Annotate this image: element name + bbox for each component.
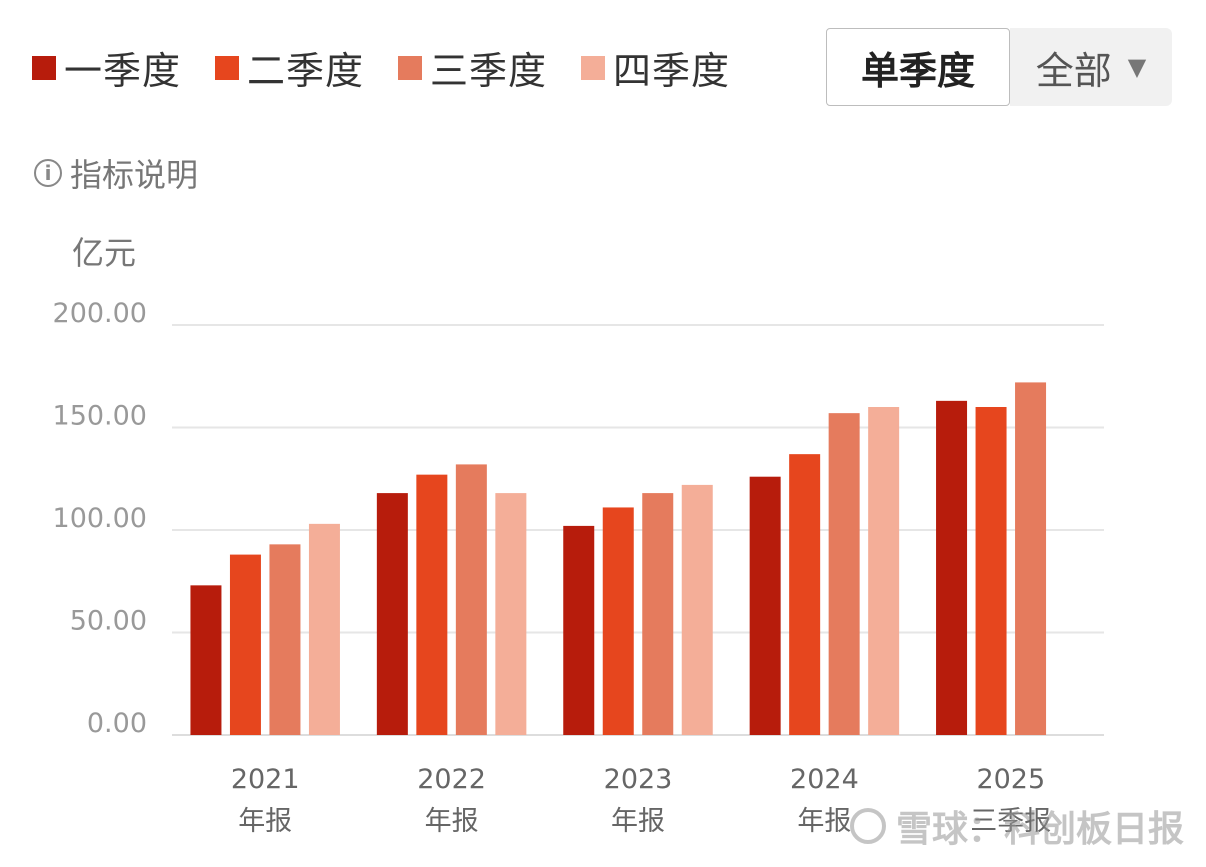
legend-label-q2: 二季度 (247, 49, 365, 93)
bar-二季度-2025[interactable] (975, 407, 1007, 735)
x-tick-label: 年报 (611, 806, 665, 837)
legend-swatch-q1 (32, 55, 56, 80)
x-tick-label: 年报 (238, 806, 292, 837)
range-select-value: 全部 (1035, 48, 1112, 93)
bar-三季度-2021[interactable] (269, 544, 301, 735)
legend-label-q3: 三季度 (430, 49, 548, 93)
indicator-info-label: 指标说明 (70, 156, 199, 194)
legend-label-q1: 一季度 (64, 49, 182, 93)
single-quarter-button[interactable]: 单季度 (826, 28, 1010, 106)
snowball-logo-icon (850, 808, 886, 844)
watermark-text: 雪球：科创板日报 (896, 809, 1185, 850)
y-tick-label: 150.00 (53, 401, 147, 432)
x-tick-label: 年报 (425, 806, 479, 837)
bar-一季度-2025[interactable] (936, 400, 968, 735)
bar-二季度-2023[interactable] (602, 507, 634, 735)
bar-三季度-2023[interactable] (642, 493, 674, 735)
legend-item-q3[interactable]: 三季度 (398, 40, 547, 95)
bar-四季度-2023[interactable] (681, 484, 713, 735)
bar-四季度-2022[interactable] (495, 493, 527, 735)
y-tick-label: 200.00 (53, 298, 147, 329)
y-axis-unit: 亿元 (72, 234, 137, 272)
y-tick-label: 0.00 (87, 708, 147, 739)
x-tick-label: 2024 (790, 764, 859, 795)
x-tick-label: 年报 (797, 806, 851, 837)
legend-item-q2[interactable]: 二季度 (215, 40, 364, 95)
bar-一季度-2022[interactable] (376, 493, 408, 735)
bar-三季度-2024[interactable] (828, 413, 860, 735)
x-tick-label: 2022 (417, 764, 486, 795)
indicator-info[interactable]: i 指标说明 (34, 150, 198, 196)
bar-一季度-2023[interactable] (563, 525, 595, 735)
bar-四季度-2024[interactable] (868, 407, 900, 735)
legend-swatch-q4 (581, 55, 606, 80)
x-tick-label: 2021 (231, 764, 300, 795)
legend-swatch-q2 (215, 55, 240, 80)
bar-一季度-2021[interactable] (190, 585, 222, 735)
bar-二季度-2022[interactable] (416, 474, 448, 735)
x-tick-label: 三季报 (970, 806, 1051, 837)
bar-三季度-2025[interactable] (1015, 382, 1047, 735)
x-tick-label: 2025 (976, 764, 1045, 795)
bar-二季度-2021[interactable] (229, 554, 261, 735)
caret-down-icon: ▼ (1127, 53, 1147, 81)
period-toggle: 单季度 全部 ▼ (826, 28, 1172, 106)
y-tick-label: 50.00 (70, 606, 147, 637)
legend-label-q4: 四季度 (613, 49, 731, 93)
legend-item-q1[interactable]: 一季度 (32, 40, 181, 95)
info-icon: i (34, 159, 62, 187)
bar-四季度-2021[interactable] (308, 523, 340, 735)
bar-二季度-2024[interactable] (789, 454, 821, 735)
watermark: 雪球：科创板日报 (850, 800, 1184, 852)
chart-legend: 一季度 二季度 三季度 四季度 (32, 40, 730, 95)
range-select[interactable]: 全部 ▼ (1010, 28, 1172, 106)
legend-item-q4[interactable]: 四季度 (581, 40, 730, 95)
bar-三季度-2022[interactable] (455, 464, 487, 735)
bar-一季度-2024[interactable] (749, 476, 781, 735)
y-tick-label: 100.00 (53, 503, 147, 534)
x-tick-label: 2023 (604, 764, 673, 795)
legend-swatch-q3 (398, 55, 423, 80)
